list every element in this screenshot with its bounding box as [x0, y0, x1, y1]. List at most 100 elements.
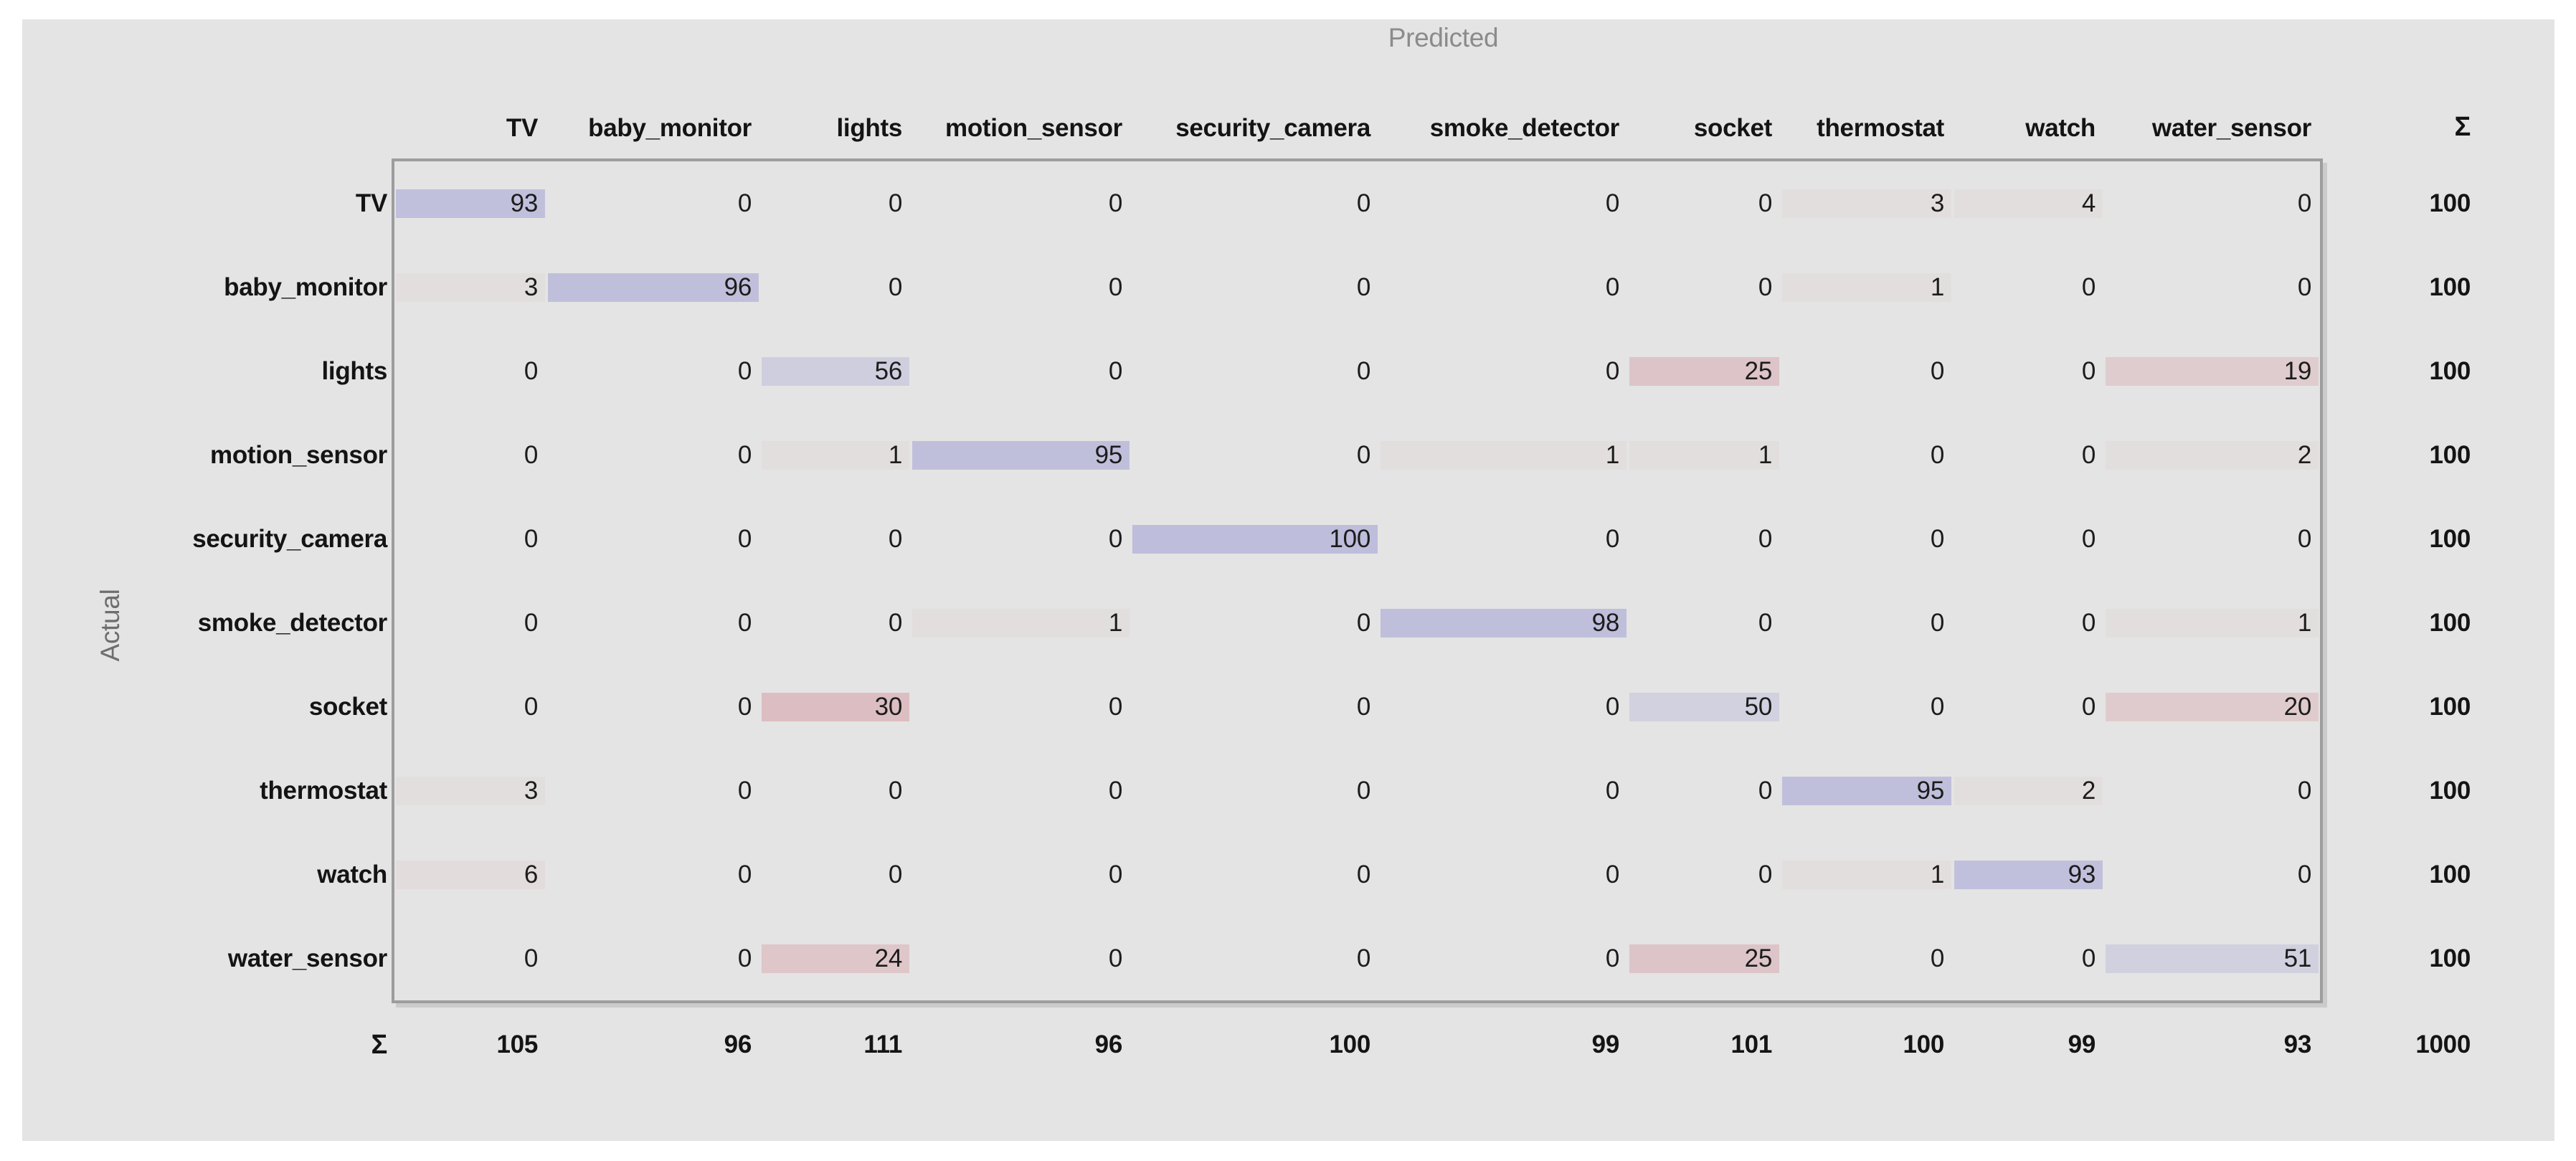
matrix-cell[interactable]: 0	[760, 497, 911, 581]
matrix-cell[interactable]: 0	[2104, 749, 2320, 833]
matrix-cell[interactable]: 4	[1953, 161, 2104, 245]
matrix-cell[interactable]: 0	[394, 665, 546, 749]
matrix-cell[interactable]: 0	[760, 245, 911, 329]
matrix-cell[interactable]: 0	[1781, 665, 1953, 749]
matrix-cell[interactable]: 0	[1379, 161, 1628, 245]
matrix-cell[interactable]: 0	[546, 413, 760, 497]
matrix-cell[interactable]: 0	[394, 581, 546, 665]
matrix-cell[interactable]: 0	[911, 833, 1131, 916]
matrix-cell[interactable]: 0	[1379, 497, 1628, 581]
matrix-cell[interactable]: 95	[1781, 749, 1953, 833]
matrix-cell[interactable]: 0	[911, 329, 1131, 413]
matrix-cell[interactable]: 0	[1953, 329, 2104, 413]
matrix-cell[interactable]: 0	[1628, 245, 1781, 329]
matrix-cell[interactable]: 1	[911, 581, 1131, 665]
matrix-cell[interactable]: 0	[1131, 581, 1379, 665]
matrix-cell[interactable]: 0	[546, 749, 760, 833]
matrix-cell[interactable]: 0	[394, 497, 546, 581]
matrix-cell[interactable]: 1	[760, 413, 911, 497]
matrix-cell[interactable]: 0	[1131, 749, 1379, 833]
matrix-cell[interactable]: 19	[2104, 329, 2320, 413]
matrix-cell[interactable]: 0	[1628, 497, 1781, 581]
matrix-cell[interactable]: 0	[911, 497, 1131, 581]
matrix-cell[interactable]: 0	[546, 497, 760, 581]
matrix-cell[interactable]: 0	[1131, 161, 1379, 245]
matrix-cell[interactable]: 0	[1628, 581, 1781, 665]
matrix-cell[interactable]: 0	[1379, 329, 1628, 413]
matrix-cell[interactable]: 24	[760, 916, 911, 1000]
matrix-cell[interactable]: 0	[1781, 581, 1953, 665]
matrix-cell[interactable]: 0	[911, 665, 1131, 749]
matrix-cell[interactable]: 0	[1131, 916, 1379, 1000]
matrix-cell[interactable]: 0	[911, 749, 1131, 833]
matrix-cell[interactable]: 0	[546, 833, 760, 916]
matrix-cell[interactable]: 3	[394, 245, 546, 329]
matrix-cell[interactable]: 3	[394, 749, 546, 833]
matrix-cell[interactable]: 0	[1131, 665, 1379, 749]
matrix-cell[interactable]: 0	[2104, 245, 2320, 329]
matrix-cell[interactable]: 0	[1953, 245, 2104, 329]
matrix-cell[interactable]: 0	[1131, 833, 1379, 916]
matrix-cell[interactable]: 25	[1628, 329, 1781, 413]
matrix-cell[interactable]: 0	[2104, 161, 2320, 245]
matrix-cell[interactable]: 0	[1379, 833, 1628, 916]
matrix-cell[interactable]: 0	[2104, 497, 2320, 581]
matrix-cell[interactable]: 0	[1781, 497, 1953, 581]
matrix-cell[interactable]: 0	[1131, 245, 1379, 329]
matrix-cell[interactable]: 0	[546, 329, 760, 413]
matrix-cell[interactable]: 0	[911, 245, 1131, 329]
matrix-cell[interactable]: 6	[394, 833, 546, 916]
matrix-cell[interactable]: 0	[760, 161, 911, 245]
matrix-cell[interactable]: 0	[1628, 749, 1781, 833]
matrix-cell[interactable]: 96	[546, 245, 760, 329]
matrix-cell[interactable]: 1	[1781, 833, 1953, 916]
matrix-cell[interactable]: 0	[394, 916, 546, 1000]
matrix-cell[interactable]: 0	[1131, 413, 1379, 497]
matrix-cell[interactable]: 0	[1953, 665, 2104, 749]
matrix-cell[interactable]: 20	[2104, 665, 2320, 749]
matrix-cell[interactable]: 0	[546, 161, 760, 245]
matrix-cell[interactable]: 0	[1953, 916, 2104, 1000]
matrix-cell[interactable]: 0	[546, 581, 760, 665]
matrix-cell[interactable]: 56	[760, 329, 911, 413]
matrix-cell[interactable]: 0	[1781, 916, 1953, 1000]
matrix-cell[interactable]: 0	[1953, 413, 2104, 497]
matrix-cell[interactable]: 0	[911, 916, 1131, 1000]
matrix-cell[interactable]: 98	[1379, 581, 1628, 665]
matrix-cell[interactable]: 0	[1379, 916, 1628, 1000]
matrix-cell[interactable]: 0	[1628, 833, 1781, 916]
matrix-cell[interactable]: 30	[760, 665, 911, 749]
matrix-cell[interactable]: 95	[911, 413, 1131, 497]
matrix-cell[interactable]: 0	[760, 581, 911, 665]
matrix-cell[interactable]: 0	[760, 749, 911, 833]
matrix-cell[interactable]: 0	[1781, 413, 1953, 497]
matrix-cell[interactable]: 1	[1781, 245, 1953, 329]
matrix-cell[interactable]: 100	[1131, 497, 1379, 581]
matrix-cell[interactable]: 0	[1953, 497, 2104, 581]
matrix-cell[interactable]: 93	[394, 161, 546, 245]
matrix-cell[interactable]: 2	[1953, 749, 2104, 833]
matrix-cell[interactable]: 0	[1379, 245, 1628, 329]
matrix-cell[interactable]: 0	[394, 329, 546, 413]
matrix-cell[interactable]: 1	[1379, 413, 1628, 497]
matrix-cell[interactable]: 0	[760, 833, 911, 916]
matrix-cell[interactable]: 0	[546, 665, 760, 749]
matrix-cell[interactable]: 0	[394, 413, 546, 497]
matrix-cell[interactable]: 1	[1628, 413, 1781, 497]
matrix-cell[interactable]: 51	[2104, 916, 2320, 1000]
matrix-cell[interactable]: 2	[2104, 413, 2320, 497]
matrix-cell[interactable]: 0	[1628, 161, 1781, 245]
matrix-cell[interactable]: 0	[1781, 329, 1953, 413]
matrix-cell[interactable]: 50	[1628, 665, 1781, 749]
matrix-cell[interactable]: 1	[2104, 581, 2320, 665]
matrix-cell[interactable]: 0	[1379, 665, 1628, 749]
matrix-cell[interactable]: 0	[546, 916, 760, 1000]
matrix-cell[interactable]: 0	[1379, 749, 1628, 833]
matrix-cell[interactable]: 0	[1131, 329, 1379, 413]
matrix-cell[interactable]: 0	[1953, 581, 2104, 665]
matrix-cell[interactable]: 0	[911, 161, 1131, 245]
matrix-cell[interactable]: 93	[1953, 833, 2104, 916]
matrix-cell[interactable]: 25	[1628, 916, 1781, 1000]
matrix-cell[interactable]: 3	[1781, 161, 1953, 245]
matrix-cell[interactable]: 0	[2104, 833, 2320, 916]
